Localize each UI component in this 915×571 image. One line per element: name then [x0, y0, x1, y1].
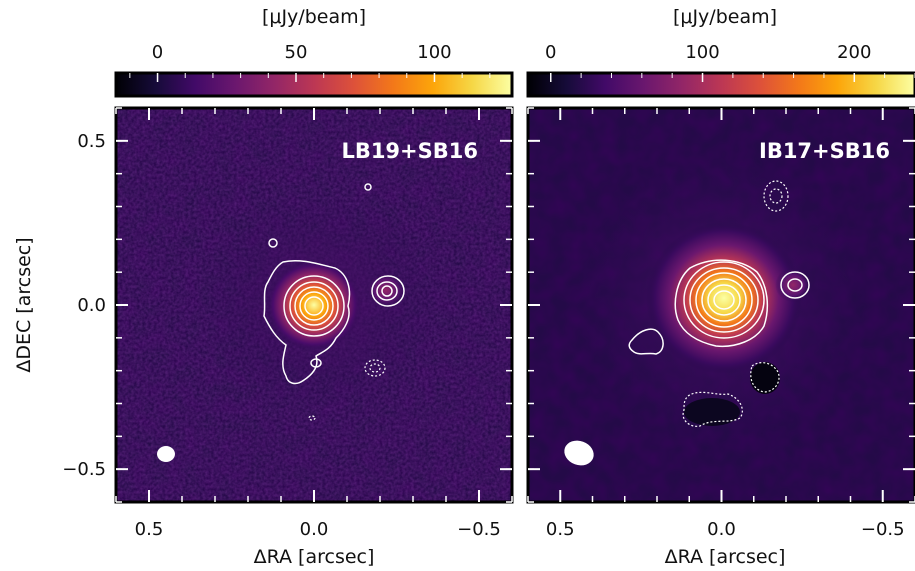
y-tick-label: −0.5 [62, 459, 106, 480]
colorbar-left-label: [μJy/beam] [262, 6, 366, 28]
x-tick-label: −0.5 [457, 519, 501, 540]
x-tick-label: 0.5 [135, 519, 164, 540]
source-peak-left [266, 259, 362, 351]
beam-right [564, 440, 594, 466]
x-tick-label: −0.5 [861, 519, 905, 540]
panel-title-left: LB19+SB16 [341, 139, 478, 163]
y-tick-label: 0.0 [77, 295, 106, 316]
colorbar-tick-label: 0 [152, 42, 163, 63]
colorbar-left: 0 50 100 [μJy/beam] [114, 6, 514, 98]
colorbar-tick-label: 100 [685, 42, 719, 63]
ylabel: ΔDEC [arcsec] [13, 237, 35, 372]
colorbar-tick-label: 50 [285, 42, 308, 63]
xlabel-right: ΔRA [arcsec] [665, 546, 786, 568]
x-tick-label: 0.0 [707, 519, 736, 540]
contours-left [263, 183, 405, 385]
beam-left [157, 446, 175, 462]
colorbar-right-label: [μJy/beam] [673, 6, 777, 28]
y-tick-label: 0.5 [77, 131, 106, 152]
x-tick-label: 0.5 [546, 519, 575, 540]
panel-left: 0.5 0.0 −0.5 0.5 0.0 −0.5 LB19+SB16 [62, 106, 514, 540]
x-tick-label: 0.0 [300, 519, 329, 540]
colorbar-tick-label: 0 [545, 42, 556, 63]
colorbar-tick-label: 100 [417, 42, 451, 63]
colorbar-right: 0 100 200 [μJy/beam] [526, 6, 915, 98]
xlabel-left: ΔRA [arcsec] [254, 546, 375, 568]
panel-right: 0.5 0.0 −0.5 IB17+SB16 [526, 106, 915, 540]
source-peak-right [646, 222, 802, 374]
colorbar-tick-label: 200 [837, 42, 871, 63]
contours-right [628, 259, 810, 355]
panel-title-right: IB17+SB16 [759, 139, 890, 163]
